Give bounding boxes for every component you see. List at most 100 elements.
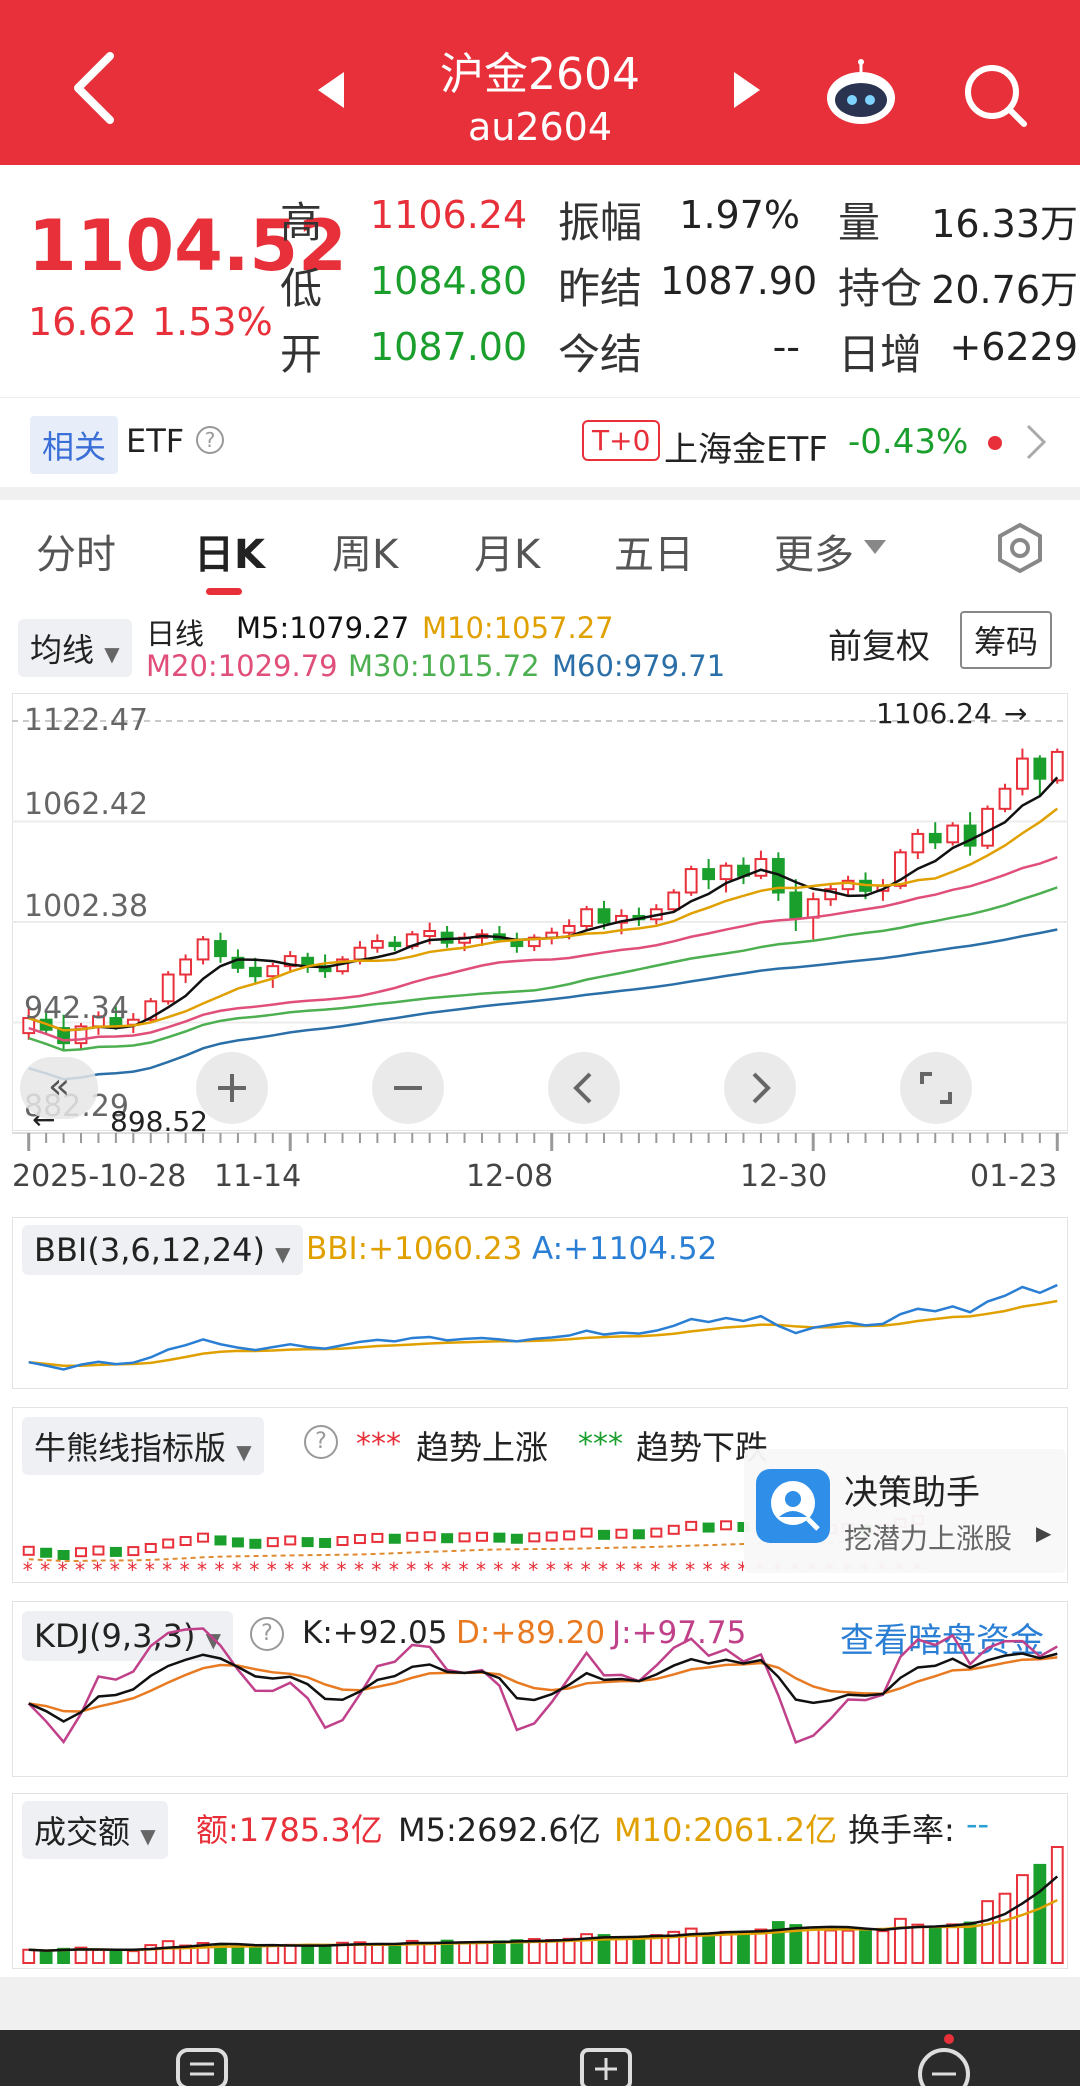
candle-body	[754, 858, 768, 877]
bull-bar	[720, 1520, 733, 1531]
ma-select[interactable]: 均线 ▼	[18, 619, 132, 677]
help-icon[interactable]: ?	[304, 1425, 338, 1459]
help-icon[interactable]: ?	[250, 1617, 284, 1651]
bull-bar	[92, 1545, 105, 1556]
amount-bar	[597, 1934, 611, 1964]
tab-daily-k[interactable]: 日K	[194, 532, 265, 578]
amount-bar	[266, 1944, 280, 1965]
trend-star: *	[563, 1558, 573, 1582]
candle-body	[597, 908, 611, 924]
settings-icon[interactable]	[994, 522, 1046, 578]
candle-body	[196, 938, 210, 961]
kdj-k-line	[28, 1652, 1058, 1723]
bull-bar	[197, 1532, 210, 1543]
amount-bar	[893, 1917, 907, 1964]
amount-bar	[562, 1937, 576, 1965]
ma60-line	[28, 928, 1058, 1081]
y-label-4: 942.34	[24, 991, 129, 1026]
tab-more[interactable]: 更多	[774, 532, 854, 578]
amount-select[interactable]: 成交额 ▼	[22, 1801, 168, 1859]
daily-change-value: +6229	[949, 325, 1078, 369]
candle-body	[214, 940, 227, 958]
tab-minute[interactable]: 分时	[36, 532, 116, 578]
open-interest-value: 20.76万	[931, 268, 1078, 312]
amount-bar	[22, 1948, 36, 1964]
candle-body	[57, 1027, 70, 1045]
tab-monthly-k[interactable]: 月K	[474, 532, 541, 578]
back-button[interactable]	[60, 48, 130, 128]
fullscreen-button[interactable]	[900, 1052, 972, 1124]
amount-bar	[527, 1938, 541, 1964]
etf-label: ETF	[126, 422, 185, 460]
bull-bar	[40, 1547, 53, 1558]
amount-bar	[92, 1948, 105, 1964]
price-change-pct: 1.53%	[152, 300, 273, 344]
tab-five-day[interactable]: 五日	[614, 532, 694, 578]
kdj-select[interactable]: KDJ(9,3,3) ▼	[22, 1611, 234, 1661]
notification-dot-icon	[944, 2034, 954, 2044]
robot-assistant-icon[interactable]	[822, 58, 900, 128]
chips-button[interactable]: 筹码	[960, 611, 1053, 669]
amount-bar	[39, 1950, 53, 1965]
price-change: 16.62	[28, 300, 137, 344]
candle-body	[388, 941, 402, 948]
bull-bar	[231, 1537, 244, 1548]
add-watchlist-icon[interactable]	[580, 2044, 632, 2086]
candle-body	[248, 966, 262, 978]
prev-contract-button[interactable]	[318, 72, 344, 108]
candle-body	[562, 924, 576, 934]
candle-body	[963, 824, 977, 847]
kline-chart[interactable]	[12, 693, 1068, 1131]
adjust-button[interactable]: 前复权	[828, 627, 930, 667]
zoom-out-button[interactable]	[372, 1052, 444, 1124]
x-label-3: 12-08	[466, 1159, 554, 1194]
bull-bar	[493, 1532, 506, 1543]
bull-bear-select[interactable]: 牛熊线指标版 ▼	[22, 1417, 264, 1475]
amount-bar	[161, 1940, 175, 1965]
caret-right-icon: ▶	[1036, 1521, 1052, 1545]
bull-bar	[22, 1545, 35, 1556]
caret-down-icon: ▼	[275, 1242, 291, 1266]
bull-bar	[702, 1522, 715, 1533]
bull-bar	[510, 1533, 523, 1544]
help-icon[interactable]: ?	[196, 426, 224, 454]
amount-chart[interactable]	[12, 1793, 1068, 1969]
related-etf-row[interactable]: 相关 ETF ? T+0 上海金ETF -0.43%	[0, 397, 1080, 487]
amount-m10: M10:2061.2亿	[614, 1811, 838, 1849]
candle-body	[928, 832, 942, 844]
search-icon[interactable]	[960, 60, 1030, 130]
amount-bar	[719, 1930, 733, 1965]
trend-up-label: 趋势上涨	[416, 1428, 548, 1467]
active-tab-indicator	[206, 588, 242, 595]
candle-body	[266, 965, 280, 978]
trend-star: *	[720, 1558, 730, 1582]
trend-star: *	[75, 1558, 85, 1582]
turnover-value: --	[966, 1805, 990, 1843]
scroll-right-button[interactable]	[724, 1052, 796, 1124]
next-contract-button[interactable]	[734, 72, 760, 108]
amount-bar	[667, 1930, 681, 1965]
decision-assistant-card[interactable]: 决策助手 挖潜力上涨股 ▶	[744, 1449, 1066, 1573]
x-label-5: 01-23	[970, 1159, 1058, 1194]
amount-bar	[440, 1939, 454, 1964]
minus-circle-icon[interactable]	[918, 2044, 970, 2086]
bull-bar	[441, 1533, 454, 1544]
zoom-in-button[interactable]	[196, 1052, 268, 1124]
rewind-button[interactable]: «	[20, 1057, 98, 1119]
bull-bar	[371, 1532, 384, 1543]
chevron-left-icon	[573, 1072, 592, 1104]
caret-down-icon: ▼	[104, 642, 120, 666]
kdj-chart[interactable]	[12, 1601, 1068, 1777]
scroll-left-button[interactable]	[548, 1052, 620, 1124]
list-icon[interactable]	[176, 2044, 228, 2086]
trend-star: *	[197, 1558, 207, 1582]
trend-star: *	[302, 1558, 312, 1582]
bbi-chart[interactable]	[12, 1217, 1068, 1389]
bbi-select[interactable]: BBI(3,6,12,24) ▼	[22, 1225, 303, 1275]
bull-bear-select-label: 牛熊线指标版	[34, 1429, 227, 1467]
bull-bar	[109, 1546, 122, 1557]
minus-icon	[394, 1086, 422, 1090]
settle-value: --	[772, 325, 800, 369]
bull-bar	[580, 1527, 593, 1538]
tab-weekly-k[interactable]: 周K	[332, 532, 399, 578]
